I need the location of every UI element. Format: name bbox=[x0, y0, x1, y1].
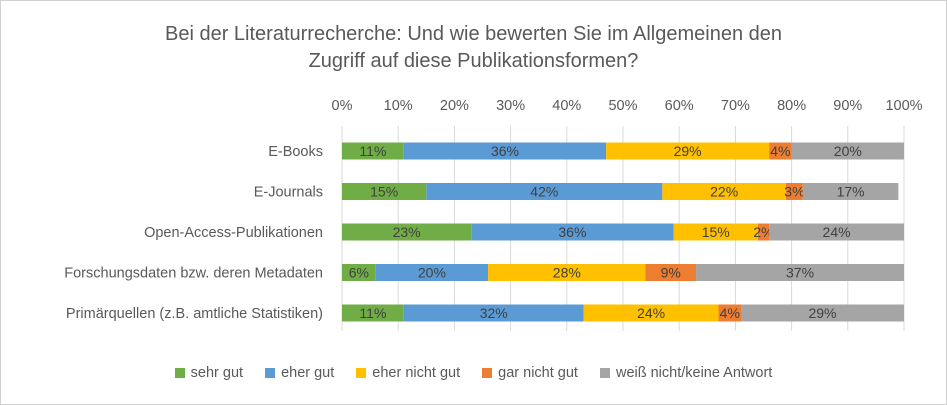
data-label: 32% bbox=[480, 305, 508, 321]
data-label: 2% bbox=[753, 224, 773, 240]
data-label: 36% bbox=[558, 224, 586, 240]
chart-title-line-2: Zugriff auf diese Publikationsformen? bbox=[308, 50, 639, 72]
data-label: 6% bbox=[349, 265, 369, 281]
legend-item: sehr gut bbox=[174, 365, 244, 381]
legend-item: eher nicht gut bbox=[356, 365, 460, 381]
bar-segment bbox=[403, 142, 607, 160]
x-tick-label: 10% bbox=[384, 98, 413, 114]
bar-segment bbox=[488, 264, 646, 281]
x-tick-label: 40% bbox=[552, 98, 581, 114]
bar-segment bbox=[718, 304, 742, 322]
legend-label: sehr gut bbox=[190, 365, 244, 381]
bar-segment bbox=[741, 304, 904, 322]
data-label: 36% bbox=[491, 143, 519, 159]
data-label: 20% bbox=[834, 143, 862, 159]
legend-item: gar nicht gut bbox=[482, 365, 578, 381]
legend-swatch bbox=[265, 368, 276, 378]
data-label: 11% bbox=[359, 143, 386, 159]
x-tick-label: 20% bbox=[440, 98, 469, 114]
bar-segment bbox=[662, 183, 786, 200]
bar-segment bbox=[791, 142, 904, 160]
legend-swatch bbox=[356, 368, 367, 378]
legend-label: gar nicht gut bbox=[498, 365, 578, 381]
chart-title-line-1: Bei der Literaturrecherche: Und wie bewe… bbox=[164, 23, 782, 45]
data-label: 4% bbox=[770, 143, 790, 159]
legend-label: weiß nicht/keine Antwort bbox=[615, 365, 773, 381]
x-tick-label: 50% bbox=[608, 98, 637, 114]
data-label: 17% bbox=[837, 184, 865, 200]
legend-item: eher gut bbox=[265, 365, 334, 381]
data-label: 29% bbox=[808, 305, 836, 321]
bar-segment bbox=[342, 183, 427, 200]
data-label: 20% bbox=[418, 265, 446, 281]
x-tick-label: 70% bbox=[721, 98, 750, 114]
legend-label: eher gut bbox=[281, 365, 335, 381]
bar-segment bbox=[375, 264, 489, 281]
legend-item: weiß nicht/keine Antwort bbox=[599, 365, 773, 381]
bar-segment bbox=[696, 264, 904, 281]
data-label: 9% bbox=[661, 265, 681, 281]
data-label: 11% bbox=[359, 305, 386, 321]
bar-segment bbox=[673, 223, 758, 241]
category-label: E-Books bbox=[268, 144, 323, 160]
x-tick-label: 80% bbox=[777, 98, 806, 114]
data-label: 23% bbox=[393, 224, 421, 240]
category-label: E-Journals bbox=[254, 185, 323, 201]
data-label: 28% bbox=[553, 265, 581, 281]
bar-segment bbox=[785, 183, 803, 200]
bar-segment bbox=[342, 264, 376, 281]
legend-swatch bbox=[599, 368, 610, 378]
x-tick-label: 0% bbox=[332, 98, 353, 114]
bar-segment bbox=[769, 223, 904, 241]
category-label: Primärquellen (z.B. amtliche Statistiken… bbox=[66, 306, 323, 322]
bar-segment bbox=[769, 142, 792, 160]
bar-segment bbox=[606, 142, 770, 160]
x-tick-label: 30% bbox=[496, 98, 525, 114]
bar-segment bbox=[645, 264, 697, 281]
bar-segment bbox=[342, 142, 404, 160]
category-label: Forschungsdaten bzw. deren Metadaten bbox=[64, 266, 323, 282]
bar-segment bbox=[342, 304, 404, 322]
data-label: 4% bbox=[720, 305, 740, 321]
legend-swatch bbox=[482, 368, 493, 378]
x-tick-label: 90% bbox=[833, 98, 862, 114]
bar-segment bbox=[342, 223, 472, 241]
bar-segment bbox=[583, 304, 719, 322]
x-tick-label: 60% bbox=[665, 98, 694, 114]
data-label: 37% bbox=[786, 265, 814, 281]
bar-segment bbox=[426, 183, 663, 200]
data-label: 42% bbox=[530, 184, 558, 200]
data-label: 15% bbox=[370, 184, 398, 200]
category-label: Open-Access-Publikationen bbox=[144, 225, 323, 241]
legend-label: eher nicht gut bbox=[372, 365, 461, 381]
legend: sehr gut eher gut eher nicht gut gar nicht … bbox=[1, 365, 946, 381]
data-label: 22% bbox=[710, 184, 738, 200]
data-label: 24% bbox=[637, 305, 665, 321]
data-label: 29% bbox=[674, 143, 702, 159]
bar-segment bbox=[757, 223, 770, 241]
bar-segment bbox=[403, 304, 584, 322]
data-label: 15% bbox=[702, 224, 730, 240]
data-label: 3% bbox=[784, 184, 804, 200]
data-label: 24% bbox=[823, 224, 851, 240]
chart-title: Bei der Literaturrecherche: Und wie bewe… bbox=[1, 21, 946, 75]
bar-segment bbox=[802, 183, 899, 200]
legend-swatch bbox=[174, 368, 185, 378]
x-tick-label: 100% bbox=[885, 98, 922, 114]
bar-segment bbox=[471, 223, 674, 241]
